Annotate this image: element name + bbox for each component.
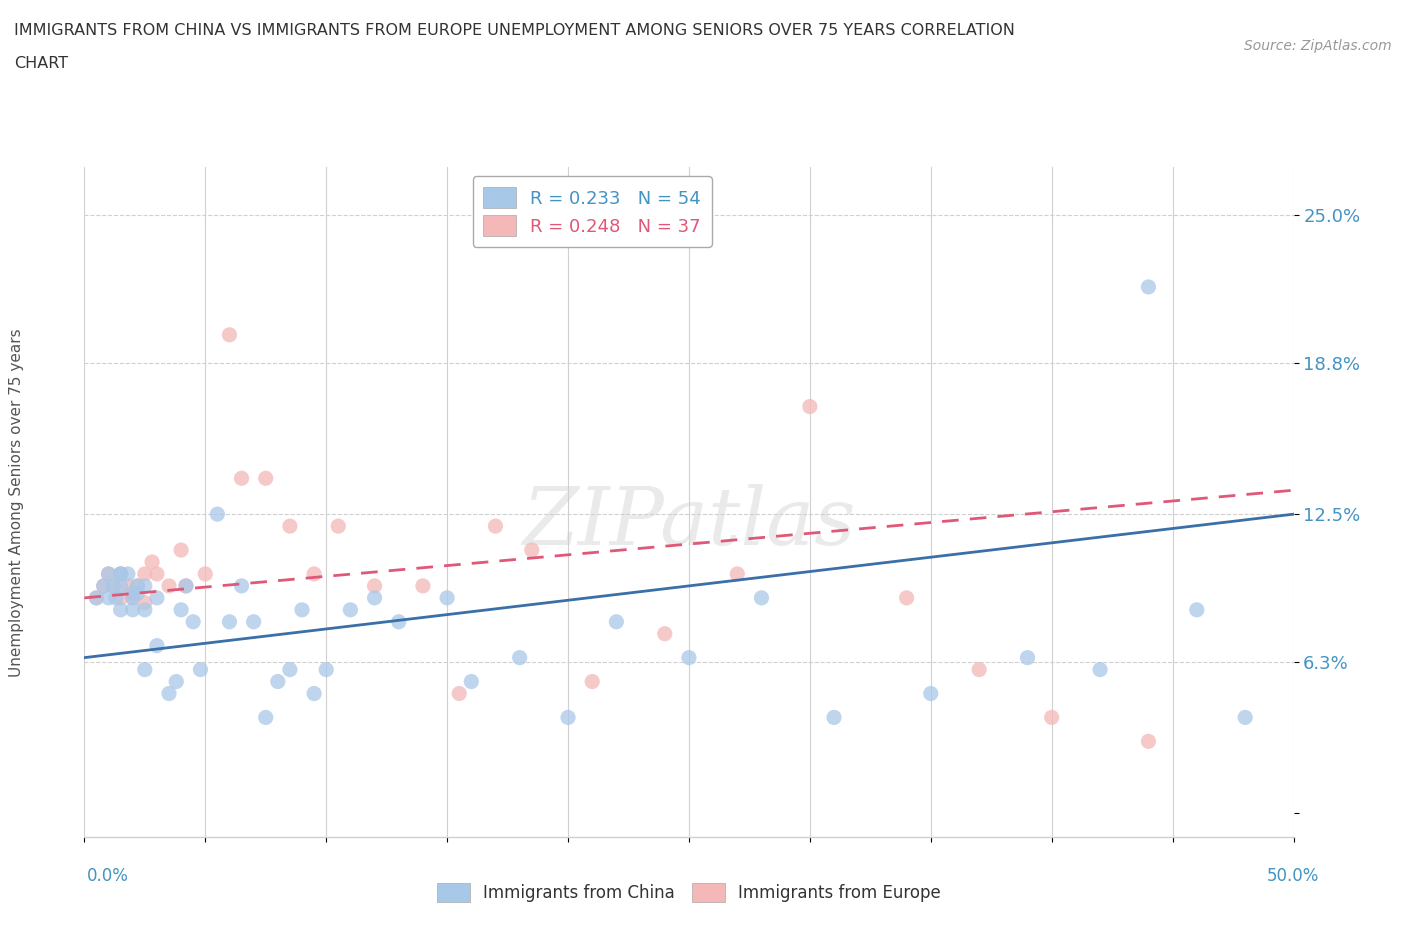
Point: [134, 595, 156, 610]
Point: [134, 603, 156, 618]
Point: [117, 578, 139, 593]
Point: [278, 519, 301, 534]
Point: [121, 591, 143, 605]
Point: [557, 710, 579, 724]
Point: [339, 603, 361, 618]
Text: Unemployment Among Seniors over 75 years: Unemployment Among Seniors over 75 years: [10, 328, 24, 676]
Point: [388, 615, 411, 630]
Point: [165, 674, 187, 689]
Point: [97, 566, 120, 581]
Point: [725, 566, 748, 581]
Point: [194, 566, 217, 581]
Point: [93, 578, 115, 593]
Point: [146, 638, 169, 653]
Point: [605, 615, 627, 630]
Point: [121, 586, 143, 601]
Point: [103, 578, 125, 593]
Point: [146, 591, 169, 605]
Point: [254, 710, 277, 724]
Point: [363, 578, 385, 593]
Point: [121, 586, 143, 601]
Point: [110, 566, 132, 581]
Point: [86, 591, 108, 605]
Point: [97, 591, 120, 605]
Point: [170, 603, 193, 618]
Point: [315, 662, 337, 677]
Point: [654, 626, 676, 641]
Point: [110, 566, 132, 581]
Point: [1137, 734, 1160, 749]
Point: [97, 566, 120, 581]
Point: [436, 591, 458, 605]
Point: [751, 591, 773, 605]
Point: [174, 578, 197, 593]
Point: [896, 591, 918, 605]
Point: [174, 578, 197, 593]
Text: 0.0%: 0.0%: [87, 867, 129, 884]
Point: [291, 603, 314, 618]
Point: [110, 578, 132, 593]
Point: [103, 578, 125, 593]
Point: [157, 578, 180, 593]
Point: [460, 674, 482, 689]
Point: [190, 662, 212, 677]
Point: [678, 650, 700, 665]
Point: [86, 591, 108, 605]
Point: [181, 615, 204, 630]
Point: [127, 578, 149, 593]
Point: [1234, 710, 1257, 724]
Point: [134, 566, 156, 581]
Legend: Immigrants from China, Immigrants from Europe: Immigrants from China, Immigrants from E…: [430, 876, 948, 909]
Point: [1040, 710, 1063, 724]
Point: [1185, 603, 1208, 618]
Point: [412, 578, 434, 593]
Point: [170, 542, 193, 557]
Point: [218, 327, 240, 342]
Text: ZIPatlas: ZIPatlas: [522, 484, 856, 561]
Point: [278, 662, 301, 677]
Point: [1088, 662, 1111, 677]
Point: [799, 399, 821, 414]
Text: Source: ZipAtlas.com: Source: ZipAtlas.com: [1244, 39, 1392, 53]
Point: [104, 591, 127, 605]
Point: [127, 586, 149, 601]
Point: [1137, 280, 1160, 295]
Point: [231, 578, 253, 593]
Point: [207, 507, 229, 522]
Point: [823, 710, 845, 724]
Point: [146, 566, 169, 581]
Point: [121, 591, 143, 605]
Point: [110, 603, 132, 618]
Text: CHART: CHART: [14, 56, 67, 71]
Point: [328, 519, 350, 534]
Point: [134, 662, 156, 677]
Point: [449, 686, 471, 701]
Point: [302, 566, 325, 581]
Point: [110, 566, 132, 581]
Point: [302, 686, 325, 701]
Point: [141, 554, 163, 569]
Point: [1017, 650, 1039, 665]
Point: [134, 578, 156, 593]
Point: [520, 542, 543, 557]
Point: [967, 662, 990, 677]
Point: [117, 566, 139, 581]
Point: [231, 471, 253, 485]
Point: [127, 578, 149, 593]
Point: [509, 650, 531, 665]
Point: [484, 519, 506, 534]
Point: [920, 686, 942, 701]
Point: [242, 615, 264, 630]
Point: [93, 578, 115, 593]
Point: [363, 591, 385, 605]
Point: [267, 674, 290, 689]
Point: [218, 615, 240, 630]
Point: [254, 471, 277, 485]
Point: [157, 686, 180, 701]
Point: [110, 591, 132, 605]
Text: IMMIGRANTS FROM CHINA VS IMMIGRANTS FROM EUROPE UNEMPLOYMENT AMONG SENIORS OVER : IMMIGRANTS FROM CHINA VS IMMIGRANTS FROM…: [14, 23, 1015, 38]
Point: [581, 674, 603, 689]
Text: 50.0%: 50.0%: [1267, 867, 1319, 884]
Point: [121, 603, 143, 618]
